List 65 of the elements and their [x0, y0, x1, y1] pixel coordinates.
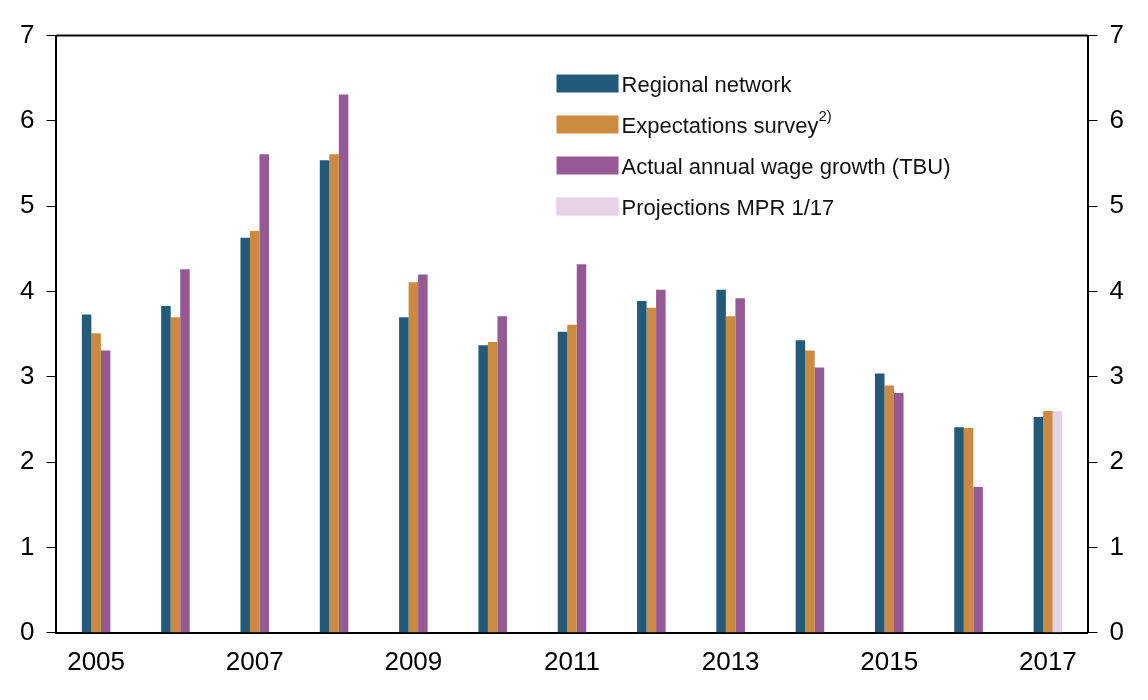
bar — [567, 324, 577, 633]
bar — [814, 367, 825, 633]
x-tick-label: 2013 — [701, 645, 760, 676]
y-tick-label: 4 — [19, 274, 35, 305]
bar — [795, 340, 806, 633]
x-tick-label: 2017 — [1018, 645, 1077, 676]
legend-label: Actual annual wage growth (TBU) — [621, 153, 951, 179]
bar — [894, 393, 904, 633]
x-tick-label: 2007 — [225, 645, 284, 676]
bar — [319, 160, 330, 633]
bar — [478, 345, 488, 633]
y2-tick-label: 3 — [1109, 360, 1125, 391]
legend-label: Projections MPR 1/17 — [621, 194, 835, 220]
bar — [161, 306, 171, 633]
x-tick-label: 2015 — [860, 645, 919, 676]
y-tick-label: 2 — [19, 445, 35, 476]
bar — [725, 316, 736, 633]
bar — [91, 333, 101, 633]
bar — [576, 264, 587, 633]
y-tick-label: 1 — [19, 530, 35, 561]
y-tick-label: 6 — [19, 104, 35, 135]
bar — [874, 373, 885, 633]
bar — [884, 385, 895, 633]
bar — [646, 307, 657, 633]
y2-tick-label: 5 — [1109, 189, 1125, 220]
y2-tick-label: 4 — [1109, 274, 1125, 305]
bar — [656, 289, 666, 633]
y-tick-label: 7 — [19, 18, 35, 49]
bar — [180, 269, 190, 633]
y2-tick-label: 1 — [1109, 530, 1125, 561]
y2-tick-label: 7 — [1109, 18, 1125, 49]
bar — [735, 298, 745, 633]
bar — [338, 94, 349, 633]
bar — [497, 316, 507, 633]
y-tick-label: 0 — [19, 615, 35, 646]
bar — [1043, 410, 1053, 633]
x-tick-label: 2005 — [67, 645, 126, 676]
y2-tick-label: 6 — [1109, 104, 1125, 135]
bar — [557, 331, 568, 633]
bar — [170, 317, 181, 633]
bar — [408, 282, 419, 633]
y2-tick-label: 0 — [1109, 615, 1125, 646]
bar — [249, 230, 260, 633]
bar — [1033, 416, 1044, 633]
bar — [973, 486, 983, 633]
legend-label: Regional network — [621, 71, 793, 97]
bar — [329, 154, 339, 633]
x-tick-label: 2009 — [384, 645, 443, 676]
y-tick-label: 5 — [19, 189, 35, 220]
y2-tick-label: 2 — [1109, 445, 1125, 476]
y-tick-label: 3 — [19, 360, 35, 391]
bar — [81, 314, 92, 633]
bar — [963, 428, 974, 633]
bar — [954, 427, 964, 633]
bar — [487, 341, 498, 633]
bar — [240, 237, 250, 633]
bar — [716, 289, 726, 633]
bar — [100, 350, 111, 633]
bar — [1052, 410, 1063, 633]
bar — [259, 154, 270, 633]
bar — [637, 300, 647, 633]
x-tick-label: 2011 — [544, 645, 600, 676]
bar — [805, 350, 815, 633]
bar — [399, 317, 409, 633]
bar — [418, 274, 428, 633]
